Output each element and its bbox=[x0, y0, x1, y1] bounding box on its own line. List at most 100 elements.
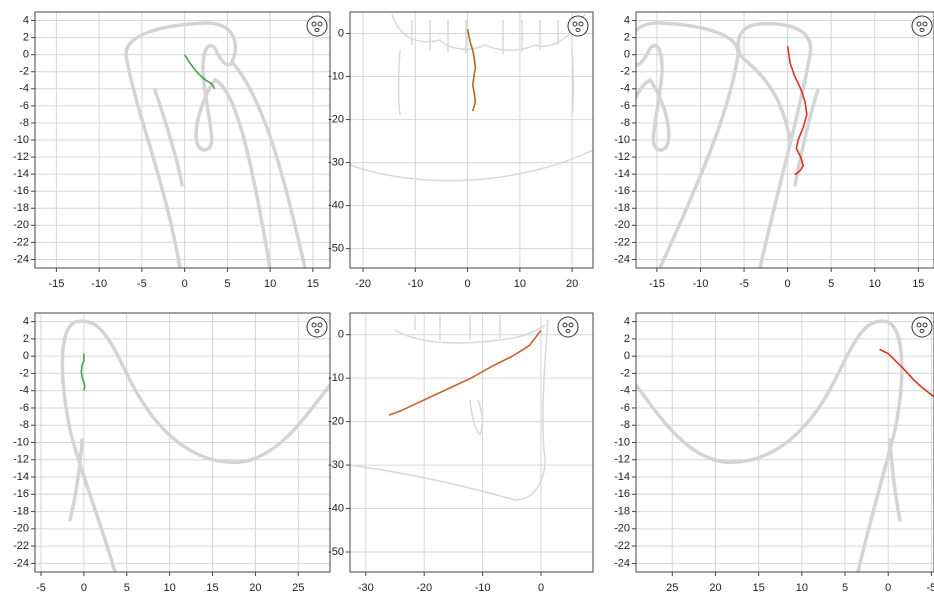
y-tick-label: -8 bbox=[620, 419, 630, 431]
y-tick-label: -2 bbox=[19, 66, 29, 78]
y-tick-label: -16 bbox=[13, 488, 29, 500]
x-tick-label: 20 bbox=[709, 582, 721, 594]
y-tick-label: -2 bbox=[19, 367, 29, 379]
y-tick-label: -6 bbox=[620, 402, 630, 414]
x-tick-label: 25 bbox=[292, 582, 304, 594]
y-tick-label: -12 bbox=[13, 151, 29, 163]
x-tick-label: -15 bbox=[48, 278, 64, 290]
x-tick-label: 10 bbox=[796, 582, 808, 594]
plot-frame bbox=[635, 312, 934, 573]
x-tick-label: 5 bbox=[224, 278, 230, 290]
y-tick-label: -24 bbox=[13, 253, 29, 265]
y-tick-label: 2 bbox=[624, 333, 630, 345]
trace-line bbox=[80, 353, 86, 391]
y-tick-label: -20 bbox=[614, 523, 630, 535]
trace-line bbox=[466, 29, 477, 112]
orientation-eye bbox=[562, 322, 568, 328]
trace-line bbox=[786, 45, 808, 175]
x-tick-label: -5 bbox=[927, 582, 934, 594]
x-tick-label: -10 bbox=[693, 278, 709, 290]
x-tick-label: 0 bbox=[785, 278, 791, 290]
anatomy-outline bbox=[411, 20, 559, 54]
chart-panel: 4 2 0 -2 -4 -6 -8 -10 -12 -14 -16 -18 -20 -22 -24 -15 -1… bbox=[13, 11, 331, 290]
y-tick-label: -4 bbox=[620, 83, 630, 95]
orientation-icon bbox=[911, 15, 933, 37]
plot-frame bbox=[349, 11, 594, 269]
y-tick-label: -40 bbox=[328, 502, 344, 514]
y-tick-label: 2 bbox=[624, 32, 630, 44]
x-tick-label: -10 bbox=[475, 582, 491, 594]
y-tick-label: -24 bbox=[614, 253, 630, 265]
y-tick-label: -30 bbox=[328, 156, 344, 168]
background-outline bbox=[636, 21, 820, 268]
orientation-icon bbox=[567, 15, 589, 37]
anatomy-outline bbox=[571, 49, 575, 116]
orientation-mouth bbox=[919, 28, 925, 32]
x-tick-label: -20 bbox=[416, 582, 432, 594]
anatomy-outline bbox=[469, 399, 483, 437]
orientation-mouth bbox=[575, 28, 581, 32]
y-tick-label: 0 bbox=[624, 350, 630, 362]
chart-panel: 0 -10 -20 -30 -40 -50 -20 -10 0 10 20 bbox=[328, 11, 594, 290]
y-tick-label: -10 bbox=[13, 436, 29, 448]
orientation-eye bbox=[317, 322, 323, 328]
orientation-icon bbox=[557, 316, 579, 338]
orientation-eye bbox=[916, 322, 922, 328]
y-tick-label: -4 bbox=[620, 385, 630, 397]
y-tick-label: -18 bbox=[13, 202, 29, 214]
plot-frame bbox=[349, 312, 594, 573]
y-tick-label: -12 bbox=[13, 454, 29, 466]
y-tick-label: 0 bbox=[338, 27, 344, 39]
background-outline bbox=[636, 319, 904, 572]
x-tick-label: -5 bbox=[739, 278, 749, 290]
y-tick-label: -10 bbox=[328, 372, 344, 384]
y-tick-label: -14 bbox=[13, 471, 29, 483]
x-tick-label: 0 bbox=[81, 582, 87, 594]
y-tick-label: -30 bbox=[328, 459, 344, 471]
trace-line bbox=[183, 54, 216, 90]
y-tick-label: -8 bbox=[19, 419, 29, 431]
anatomy-outline bbox=[350, 319, 549, 501]
orientation-eye bbox=[317, 21, 323, 27]
x-tick-label: -10 bbox=[407, 278, 423, 290]
x-tick-label: 5 bbox=[842, 582, 848, 594]
x-tick-label: -20 bbox=[355, 278, 371, 290]
y-tick-label: -22 bbox=[614, 540, 630, 552]
x-tick-label: 0 bbox=[182, 278, 188, 290]
y-tick-label: -16 bbox=[614, 488, 630, 500]
y-tick-label: 4 bbox=[23, 316, 29, 328]
orientation-eye bbox=[578, 21, 584, 27]
orientation-eye bbox=[922, 21, 928, 27]
y-tick-label: -40 bbox=[328, 200, 344, 212]
chart-panel: 4 2 0 -2 -4 -6 -8 -10 -12 -14 -16 -18 -20 -22 -24 -15 -1… bbox=[614, 11, 934, 290]
x-tick-label: 0 bbox=[538, 582, 544, 594]
y-tick-label: 4 bbox=[624, 14, 630, 26]
background-outline bbox=[124, 21, 307, 268]
anatomy-outline bbox=[350, 149, 593, 182]
orientation-mouth bbox=[314, 28, 320, 32]
orientation-eye bbox=[311, 322, 317, 328]
anatomy-outline bbox=[793, 88, 820, 187]
trace-line bbox=[879, 348, 934, 398]
y-tick-label: -16 bbox=[614, 185, 630, 197]
y-tick-label: -8 bbox=[620, 117, 630, 129]
y-tick-label: 2 bbox=[23, 32, 29, 44]
y-tick-label: 0 bbox=[23, 49, 29, 61]
orientation-eye bbox=[572, 21, 578, 27]
y-tick-label: -6 bbox=[19, 100, 29, 112]
plot-frame bbox=[34, 312, 331, 573]
y-tick-label: -24 bbox=[13, 557, 29, 569]
orientation-icon bbox=[306, 316, 328, 338]
x-tick-label: -5 bbox=[36, 582, 46, 594]
y-tick-label: -24 bbox=[614, 557, 630, 569]
x-tick-label: -5 bbox=[137, 278, 147, 290]
y-tick-label: -16 bbox=[13, 185, 29, 197]
x-tick-label: 15 bbox=[206, 582, 218, 594]
x-tick-label: 5 bbox=[124, 582, 130, 594]
anatomy-outline bbox=[394, 324, 546, 344]
x-tick-label: 20 bbox=[566, 278, 578, 290]
orientation-mouth bbox=[919, 329, 925, 333]
